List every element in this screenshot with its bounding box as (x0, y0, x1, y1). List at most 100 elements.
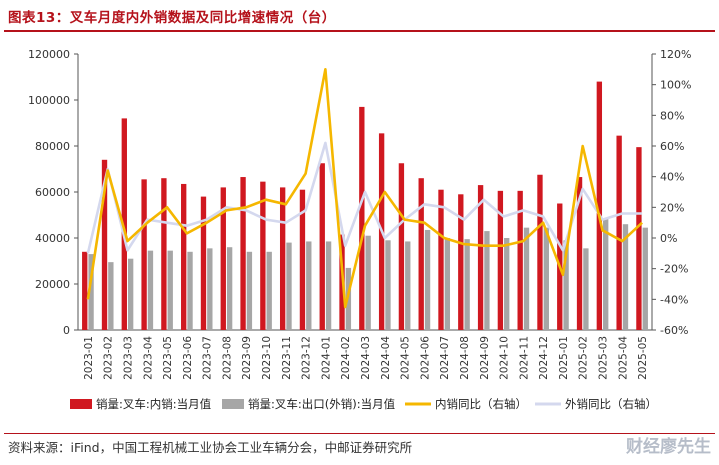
export-sales-bar (583, 248, 589, 330)
domestic-sales-bar (616, 135, 622, 330)
domestic-sales-bar (101, 159, 108, 330)
x-category-label: 2023-02 (103, 336, 115, 380)
export-sales-bar (325, 241, 332, 330)
domestic-sales-bar (161, 178, 167, 330)
x-category-label: 2025-05 (637, 336, 649, 380)
domestic-sales-bar (418, 178, 424, 330)
export-sales-bar (444, 238, 451, 330)
export-sales-bar (167, 250, 173, 330)
x-category-label: 2024-02 (340, 336, 352, 380)
export-sales-bar (306, 241, 312, 330)
x-category-label: 2023-04 (142, 336, 154, 380)
chart-title: 图表13：叉车月度内外销数据及同比增速情况（台） (8, 10, 336, 26)
left-tick-label: 120000 (28, 48, 70, 61)
export-sales-bar (108, 262, 114, 330)
domestic-sales-bar (596, 81, 603, 330)
right-tick-label: 60% (660, 140, 684, 153)
right-tick-label: -40% (660, 293, 688, 306)
left-tick-label: 0 (63, 324, 70, 337)
domestic-sales-bar (181, 183, 187, 330)
domestic-sales-bar (141, 179, 147, 330)
x-category-label: 2023-01 (83, 336, 95, 380)
source-note: 资料来源：iFind，中国工程机械工业协会工业车辆分会，中邮证券研究所 (8, 440, 413, 455)
domestic-sales-bar (576, 177, 583, 330)
x-category-label: 2024-03 (360, 336, 372, 380)
export-sales-bar (147, 250, 154, 330)
export-sales-bar (504, 238, 510, 330)
domestic-sales-bar (636, 147, 642, 330)
legend-export-sales-label: 销量:叉车:出口(外销):当月值 (248, 397, 396, 411)
export-sales-bar (543, 227, 549, 330)
export-sales-bar (266, 251, 272, 330)
domestic-sales-bar (537, 174, 543, 330)
left-tick-label: 60000 (35, 186, 70, 199)
right-tick-label: 120% (660, 48, 691, 61)
x-category-label: 2024-07 (439, 336, 451, 380)
right-tick-label: 100% (660, 79, 691, 92)
domestic-sales-bar (398, 163, 405, 330)
x-category-label: 2024-06 (419, 336, 431, 380)
domestic-sales-bar (458, 194, 464, 330)
left-tick-label: 100000 (28, 94, 70, 107)
right-tick-label: -20% (660, 263, 688, 276)
domestic-sales-bar (359, 106, 365, 331)
export-sales-bar (424, 229, 431, 330)
export-sales-bar (385, 240, 391, 330)
export-sales-bar (622, 224, 629, 330)
x-category-label: 2025-03 (598, 336, 610, 380)
right-tick-label: -60% (660, 324, 688, 337)
footer-divider (4, 433, 715, 434)
export-sales-bar (563, 240, 569, 330)
domestic-sales-bar (82, 251, 88, 330)
x-category-label: 2024-05 (400, 336, 412, 380)
legend-export-yoy-label: 外销同比（右轴） (565, 397, 657, 411)
export-sales-bar (246, 251, 253, 330)
domestic-sales-bar (260, 181, 266, 330)
x-category-label: 2023-08 (221, 336, 233, 380)
left-tick-label: 20000 (35, 278, 70, 291)
x-category-label: 2023-06 (182, 336, 194, 380)
right-tick-label: 80% (660, 109, 684, 122)
left-tick-label: 40000 (35, 232, 70, 245)
domestic-sales-bar (299, 189, 306, 330)
right-tick-label: 0% (660, 232, 677, 245)
domestic-sales-bar (240, 177, 246, 330)
export-sales-bar (523, 227, 530, 330)
x-category-label: 2023-05 (162, 336, 174, 380)
domestic-sales-bar (477, 185, 484, 330)
x-category-label: 2023-09 (241, 336, 253, 380)
legend-domestic-yoy-label: 内销同比（右轴） (435, 397, 527, 411)
domestic-yoy-line (86, 68, 643, 309)
x-category-label: 2024-12 (538, 336, 550, 380)
left-tick-label: 80000 (35, 140, 70, 153)
x-category-label: 2025-02 (578, 336, 590, 380)
legend-domestic-sales-label: 销量:叉车:内销:当月值 (96, 397, 212, 411)
domestic-sales-bar (121, 118, 127, 331)
export-sales-bar (484, 231, 490, 330)
x-category-label: 2024-01 (320, 336, 332, 380)
x-category-label: 2023-10 (261, 336, 273, 380)
domestic-sales-bar (220, 187, 226, 330)
legend-export-sales-swatch (222, 399, 244, 409)
domestic-sales-bar (279, 187, 286, 330)
x-category-label: 2024-09 (479, 336, 491, 380)
export-sales-bar (127, 258, 134, 330)
export-sales-bar (88, 254, 94, 330)
export-sales-bar (207, 248, 213, 330)
domestic-sales-bar (438, 189, 444, 330)
export-sales-bar (226, 247, 233, 330)
export-sales-bar (286, 242, 292, 330)
right-tick-label: 20% (660, 201, 684, 214)
export-sales-bar (405, 241, 411, 330)
x-category-label: 2025-04 (617, 336, 629, 380)
right-tick-label: 40% (660, 171, 684, 184)
x-category-label: 2024-10 (499, 336, 511, 380)
domestic-sales-bar (517, 190, 523, 330)
forklift-sales-chart: 0 20000 40000 60000 80000 100000 120000 -60% -40… (28, 48, 691, 411)
x-category-label: 2023-07 (202, 336, 214, 380)
x-category-label: 2025-01 (558, 336, 570, 380)
x-category-label: 2024-08 (459, 336, 471, 380)
export-sales-bar (187, 251, 193, 330)
legend-domestic-sales-swatch (70, 399, 92, 409)
export-sales-bar (365, 235, 371, 330)
